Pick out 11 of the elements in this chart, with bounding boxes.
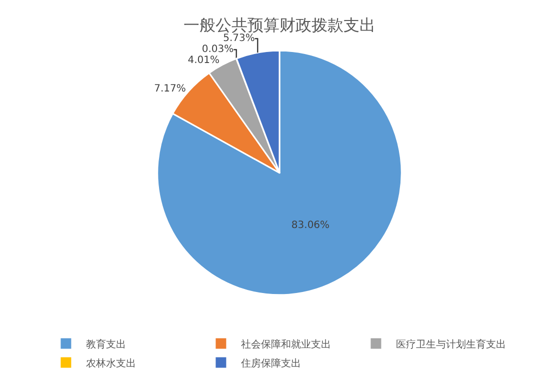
data-label: 0.03% xyxy=(202,44,234,56)
data-label: 83.06% xyxy=(291,220,330,231)
data-label: 4.01% xyxy=(188,55,220,66)
chart-title: 一般公共预算财政拨款支出 xyxy=(184,16,376,35)
data-label: 5.73% xyxy=(223,33,255,44)
legend-label: 社会保障和就业支出 xyxy=(240,338,331,350)
data-label: 7.17% xyxy=(154,83,186,94)
legend-label: 教育支出 xyxy=(86,338,126,350)
legend-label: 农林水支出 xyxy=(86,357,136,370)
legend-label: 住房保障支出 xyxy=(240,357,301,370)
legend-label: 医疗卫生与计划生育支出 xyxy=(396,338,506,350)
